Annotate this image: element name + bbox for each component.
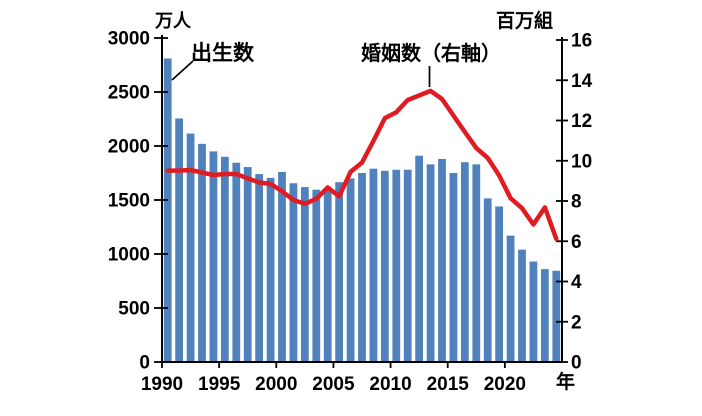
- bar-1996: [232, 162, 241, 362]
- bar-1990: [163, 58, 172, 363]
- bar-1998: [255, 174, 264, 362]
- bar-2006: [346, 178, 355, 362]
- bar-2007: [358, 173, 366, 362]
- bar-2005: [335, 182, 344, 362]
- right-tick-label: 2: [571, 312, 582, 333]
- marriage-line: [165, 88, 559, 242]
- x-tick-label: 2010: [369, 374, 411, 395]
- right-tick-label: 12: [571, 111, 592, 132]
- bar-2011: [403, 169, 412, 362]
- bar-2000: [278, 171, 286, 362]
- left-tick-label: 500: [118, 299, 150, 320]
- right-tick-label: 6: [571, 232, 582, 253]
- bar-2009: [380, 170, 389, 362]
- bar-2012: [415, 155, 424, 362]
- bar-1995: [220, 156, 229, 362]
- births-callout-line: [171, 60, 194, 81]
- bar-1994: [209, 151, 218, 362]
- right-axis-unit-label: 百万組: [496, 11, 554, 32]
- bar-2002: [300, 187, 309, 362]
- bar-2020: [506, 235, 515, 362]
- left-tick-label: 2000: [108, 137, 150, 158]
- bar-1992: [186, 133, 195, 362]
- bar-2003: [312, 189, 321, 362]
- left-tick-label: 3000: [108, 29, 150, 50]
- left-tick-label: 1000: [108, 245, 150, 266]
- births-series-annotation: 出生数: [191, 42, 254, 65]
- x-tick-label: 1990: [141, 374, 183, 395]
- bar-2022: [529, 261, 538, 362]
- left-tick-label: 1500: [108, 191, 150, 212]
- x-tick-label: 2015: [427, 374, 470, 395]
- bar-2017: [472, 164, 481, 362]
- bar-2018: [483, 198, 492, 362]
- bar-1999: [266, 177, 275, 362]
- right-tick-label: 0: [571, 353, 582, 374]
- bar-2004: [323, 188, 332, 362]
- bar-2021: [518, 249, 526, 362]
- bar-2019: [495, 206, 504, 362]
- bar-2013: [426, 164, 435, 362]
- x-axis-unit-label: 年: [556, 372, 576, 393]
- bar-2010: [392, 169, 401, 362]
- bar-2016: [460, 162, 469, 362]
- left-axis-unit-label: 万人: [155, 11, 191, 31]
- bar-2024: [552, 270, 561, 362]
- right-tick-label: 16: [571, 31, 592, 52]
- right-tick-label: 8: [571, 192, 582, 213]
- x-tick-label: 2000: [255, 374, 297, 395]
- x-tick-label: 2005: [312, 374, 355, 395]
- bar-1991: [175, 118, 184, 363]
- right-tick-label: 14: [571, 71, 593, 92]
- right-tick-label: 10: [571, 151, 592, 172]
- bar-2008: [369, 168, 378, 362]
- x-tick-label: 2020: [484, 374, 526, 395]
- left-tick-label: 2500: [108, 83, 150, 104]
- bar-1997: [243, 167, 252, 362]
- bar-2015: [449, 173, 458, 362]
- bar-2001: [289, 183, 298, 362]
- bar-1993: [198, 143, 206, 362]
- x-tick-label: 1995: [198, 374, 241, 395]
- bar-2023: [540, 269, 549, 362]
- marriage-series-annotation: 婚姻数（右軸）: [361, 43, 501, 65]
- bar-2014: [438, 158, 446, 362]
- left-tick-label: 0: [139, 353, 150, 374]
- right-tick-label: 4: [571, 272, 582, 293]
